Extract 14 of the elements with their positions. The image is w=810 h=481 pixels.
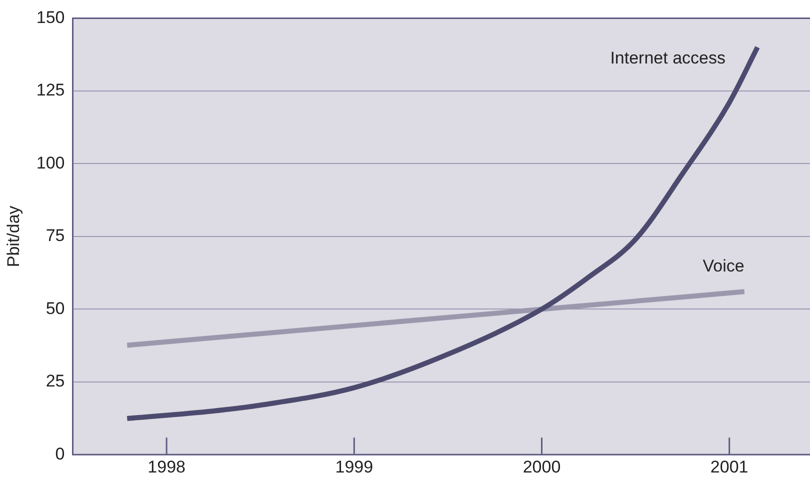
y-tick-label: 25 (46, 372, 65, 391)
series-label: Voice (702, 256, 744, 276)
y-tick-label: 150 (36, 8, 65, 27)
y-axis-title: Pbit/day (4, 205, 23, 268)
y-tick-label: 50 (46, 298, 65, 318)
x-tick-label: 2001 (710, 457, 748, 476)
x-tick-label: 1999 (335, 457, 374, 476)
y-tick-label: 100 (36, 153, 65, 172)
x-tick-label: 2000 (522, 457, 561, 476)
y-tick-label: 75 (46, 226, 65, 246)
series-label: Internet access (610, 48, 726, 68)
y-tick-label: 0 (55, 444, 65, 464)
x-tick-label: 1998 (148, 457, 186, 476)
y-tick-label: 125 (36, 80, 65, 100)
